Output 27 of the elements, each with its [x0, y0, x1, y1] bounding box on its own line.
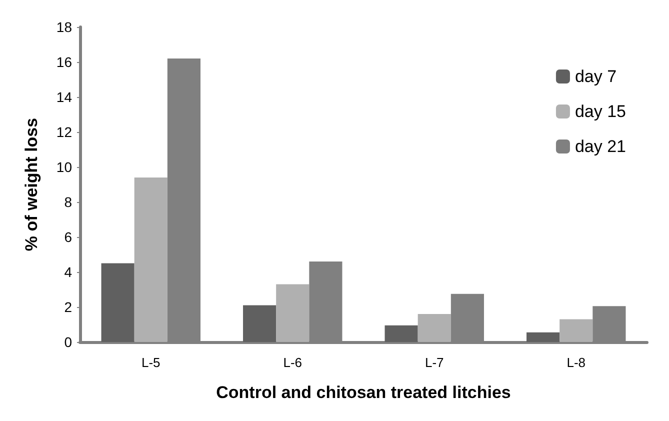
x-tick-label: L-8: [566, 355, 586, 370]
bar: [526, 332, 560, 342]
x-tick-label: L-5: [141, 355, 160, 370]
legend-label: day 15: [574, 102, 626, 121]
y-axis-title: % of weight loss: [22, 118, 41, 252]
bar: [276, 284, 310, 342]
legend-label: day 7: [574, 67, 617, 86]
y-tick-label: 12: [56, 124, 72, 140]
bar: [560, 319, 593, 342]
y-tick-label: 16: [56, 54, 72, 70]
y-tick-label: 10: [56, 159, 72, 175]
y-tick-label: 0: [64, 334, 72, 350]
bar: [384, 325, 418, 342]
bar: [418, 314, 451, 342]
x-tick-label: L-7: [424, 355, 444, 370]
bar: [134, 178, 168, 342]
legend-label: day 21: [574, 137, 626, 156]
y-tick-label: 14: [56, 89, 72, 105]
y-tick-label: 6: [64, 229, 72, 245]
y-tick-label: 8: [64, 194, 72, 210]
bar: [101, 263, 134, 342]
y-tick-label: 18: [56, 19, 72, 35]
y-tick-label: 4: [64, 264, 72, 280]
bar: [243, 305, 276, 342]
x-tick-label: L-6: [283, 355, 302, 370]
y-tick-label: 2: [64, 299, 72, 315]
x-axis-title: Control and chitosan treated litchies: [216, 383, 511, 402]
